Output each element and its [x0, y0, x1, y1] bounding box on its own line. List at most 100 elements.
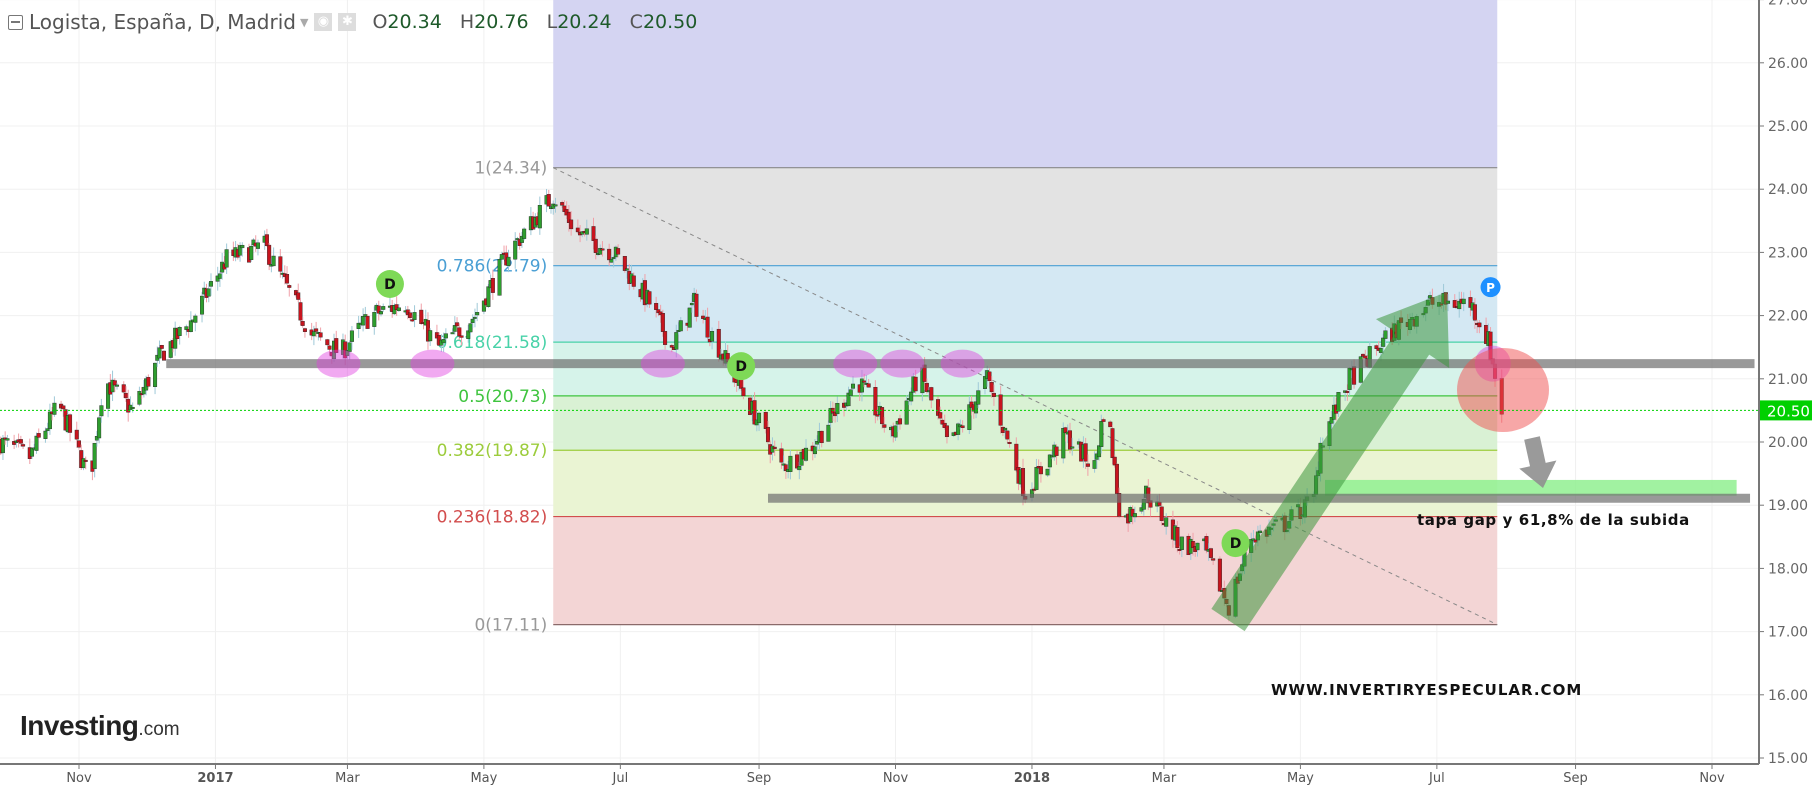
candle-body — [470, 318, 475, 323]
candle-body — [408, 312, 413, 318]
candle-body — [177, 327, 182, 336]
candle-body — [893, 425, 898, 438]
low-label: L — [546, 11, 558, 33]
candle-body — [452, 325, 457, 332]
open-label: O — [372, 11, 388, 33]
price-tick-label: 15.00 — [1768, 751, 1808, 767]
candle-body — [851, 383, 856, 389]
candle-body — [593, 238, 598, 253]
candle-body — [616, 248, 621, 255]
candle-body — [1085, 463, 1090, 467]
candle-body — [674, 332, 679, 350]
candle-body — [739, 378, 744, 389]
symbol-title[interactable]: Logista, España, D, Madrid — [29, 10, 296, 34]
candle-body — [1211, 558, 1216, 561]
candle-body — [285, 274, 290, 284]
candle-body — [298, 302, 303, 321]
close-value: 20.50 — [642, 11, 698, 33]
candle-body — [378, 311, 383, 315]
candle-body — [106, 383, 111, 409]
last-price-badge — [1760, 400, 1812, 421]
candle-body — [944, 425, 949, 438]
candle-body — [249, 246, 254, 261]
candle-body — [1159, 506, 1164, 521]
candle-body — [325, 339, 330, 346]
candle-body — [381, 306, 386, 310]
fib-level-label: 1(24.34) — [474, 159, 547, 179]
candle-body — [472, 316, 477, 319]
marker-label: D — [384, 277, 396, 293]
price-tick-label: 26.00 — [1768, 56, 1808, 72]
logo-name: Investing — [20, 710, 139, 741]
candle-body — [349, 330, 354, 342]
candle-body — [1208, 548, 1213, 558]
candle-body — [705, 316, 710, 338]
candle-body — [412, 312, 417, 320]
menu-icon[interactable] — [8, 14, 23, 30]
candle-body — [1217, 558, 1222, 592]
candle-body — [1461, 298, 1466, 305]
candle-body — [765, 426, 770, 443]
candle-body — [52, 402, 57, 415]
candle-body — [584, 228, 589, 235]
candle-body — [1472, 304, 1477, 321]
watermark-text: WWW.INVERTIRYESPECULAR.COM — [1271, 681, 1582, 699]
time-tick-label: Jul — [612, 771, 629, 786]
candles — [0, 188, 1504, 622]
candle-body — [866, 383, 871, 388]
candle-body — [97, 417, 102, 439]
price-tick-label: 27.00 — [1768, 0, 1808, 9]
uptrend-arrow-icon — [1211, 292, 1450, 632]
candle-body — [208, 281, 213, 287]
candle-body — [43, 430, 48, 439]
candle-body — [1345, 390, 1350, 393]
candle-body — [788, 455, 793, 472]
touch-point-marker — [880, 349, 925, 378]
settings-icon[interactable]: ✱ — [338, 13, 357, 31]
candle-body — [76, 440, 81, 448]
logo-suffix: .com — [138, 719, 180, 740]
candle-body — [1363, 355, 1368, 359]
price-tick-label: 25.00 — [1768, 119, 1808, 135]
candle-body — [560, 202, 565, 206]
candle-body — [591, 226, 596, 241]
candle-body — [819, 430, 824, 444]
candle-body — [5, 438, 10, 441]
candle-body — [1117, 493, 1122, 517]
visibility-icon[interactable]: ◉ — [314, 13, 333, 31]
candle-body — [689, 302, 694, 306]
time-tick-label: Nov — [1699, 771, 1725, 786]
candle-body — [396, 307, 401, 311]
low-value: 20.24 — [557, 11, 612, 33]
candle-body — [1099, 421, 1104, 447]
candle-body — [848, 389, 853, 396]
candle-body — [537, 205, 542, 229]
target-zone — [1325, 479, 1737, 496]
candle-body — [1045, 468, 1050, 476]
candle-body — [1092, 460, 1097, 469]
time-tick-label: Sep — [747, 771, 772, 786]
candle-body — [826, 424, 831, 442]
candle-body — [428, 330, 433, 342]
marker-label: D — [1230, 536, 1242, 552]
candle-body — [112, 380, 117, 386]
candle-body — [1005, 430, 1010, 440]
candle-body — [991, 392, 996, 397]
candle-body — [287, 285, 292, 288]
close-label: C — [629, 11, 643, 33]
candle-body — [1067, 430, 1072, 450]
candle-body — [553, 204, 558, 207]
candle-body — [575, 227, 580, 233]
candle-body — [271, 255, 276, 267]
chevron-down-icon[interactable]: ▼ — [299, 15, 309, 29]
candle-body — [311, 331, 316, 337]
candle-body — [1195, 542, 1200, 551]
time-tick-label: Sep — [1563, 771, 1588, 786]
time-tick-label: 2018 — [1014, 771, 1050, 786]
candle-body — [255, 242, 260, 249]
candle-body — [804, 447, 809, 461]
candle-body — [607, 248, 612, 261]
candle-body — [757, 412, 762, 424]
candle-body — [716, 328, 721, 358]
